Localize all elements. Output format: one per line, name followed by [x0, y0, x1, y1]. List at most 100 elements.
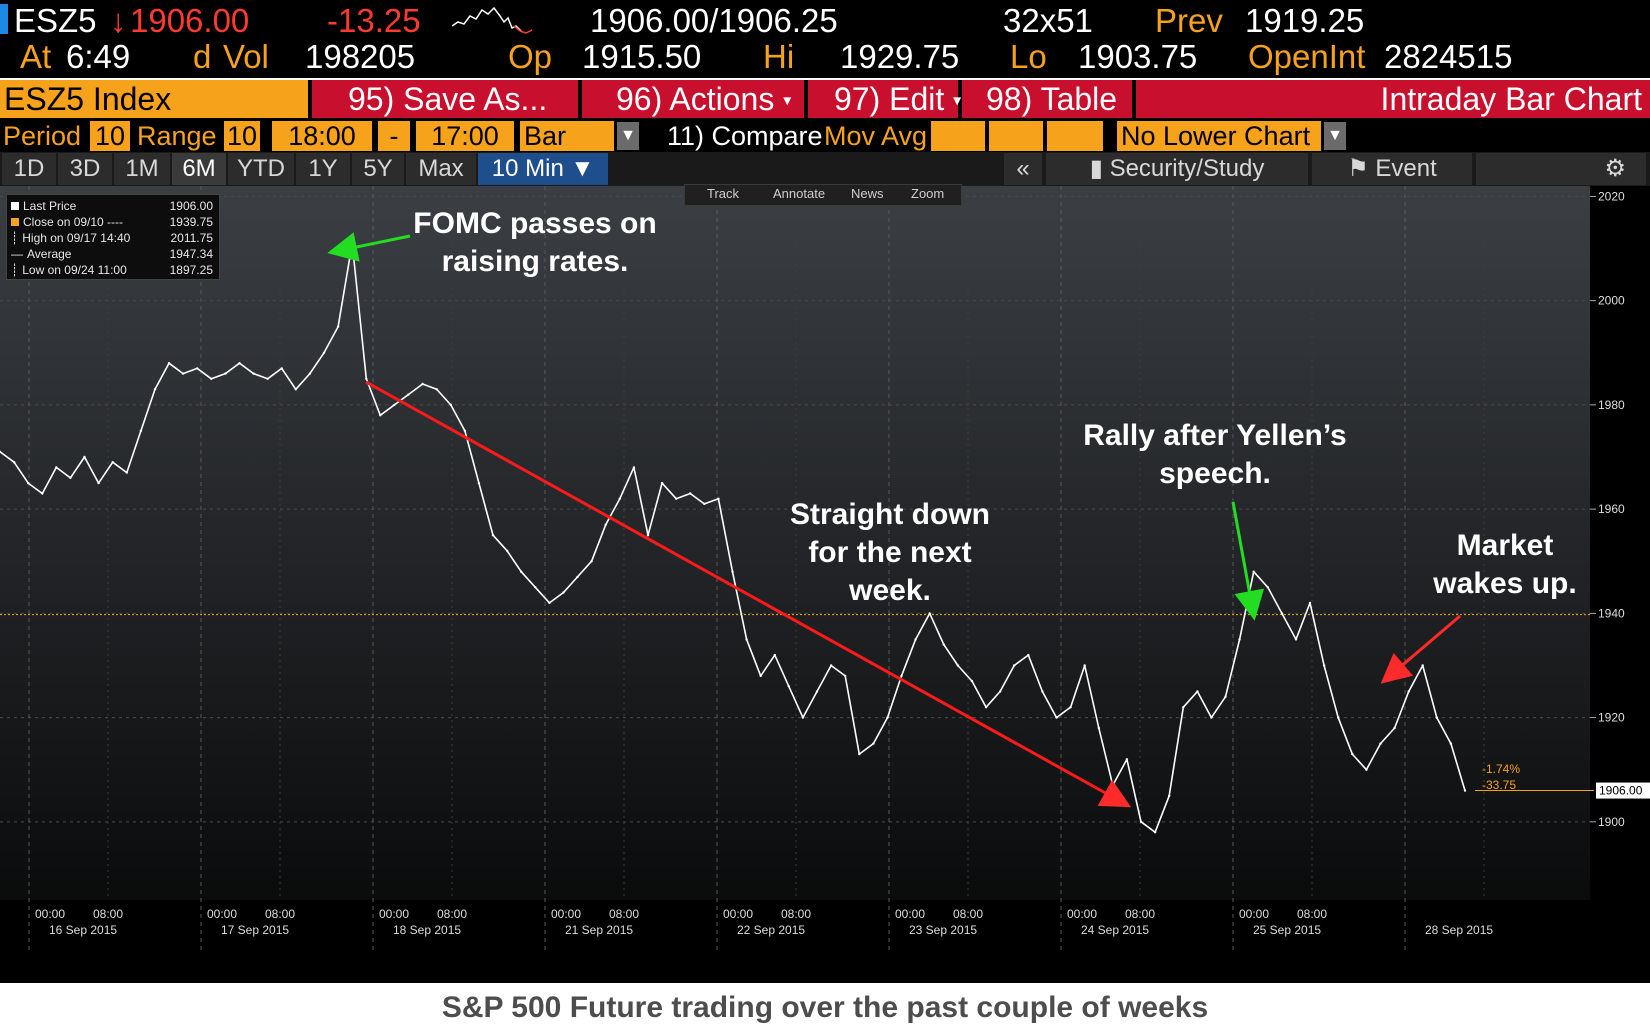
prev-label: Prev [1155, 2, 1223, 39]
mov-avg-field-3[interactable] [1047, 121, 1103, 151]
x-time-label: 00:00 [895, 907, 925, 921]
x-time-label: 00:00 [35, 907, 65, 921]
tab-1d[interactable]: 1D [2, 153, 56, 185]
openint-label: OpenInt [1248, 38, 1366, 75]
tab-3d[interactable]: 3D [58, 153, 112, 185]
price-point [801, 716, 805, 719]
flag-icon: ⚑ [1347, 155, 1369, 182]
news-button[interactable]: News [851, 186, 884, 201]
op-label: Op [508, 38, 553, 75]
y-axis-panel [1590, 186, 1650, 983]
fomc-line-2: raising rates. [441, 245, 629, 278]
price-point [970, 679, 974, 683]
chevron-down-icon[interactable]: ▼ [1324, 122, 1346, 150]
price-point [0, 450, 2, 453]
x-time-label: 08:00 [953, 907, 983, 921]
price-point [97, 481, 100, 485]
collapse-button[interactable]: « [1004, 153, 1042, 185]
price-point [125, 471, 128, 474]
y-tick-label: 2020 [1598, 189, 1625, 203]
price-point [1463, 789, 1467, 792]
y-tick-label: 1980 [1598, 398, 1625, 412]
at-label: At [20, 38, 52, 75]
chart-background [0, 186, 1650, 983]
chart-type-select[interactable]: Bar [520, 121, 614, 151]
event-label: Event [1375, 155, 1437, 182]
sparkline-icon [452, 6, 532, 34]
price-point [858, 752, 861, 756]
compare-button[interactable]: 11) Compare [667, 121, 823, 151]
track-button[interactable]: Track [707, 186, 740, 201]
vol-value: 198205 [305, 38, 416, 75]
settings-button[interactable]: ⚙ [1476, 153, 1646, 185]
range-field[interactable]: 10 [224, 121, 260, 151]
price-point [1294, 638, 1298, 641]
x-date-label: 24 Sep 2015 [1081, 923, 1149, 937]
edit-button[interactable]: 97) Edit ▾ [808, 80, 961, 118]
interval-select[interactable]: 10 Min ▼ [478, 153, 608, 185]
tab-1y[interactable]: 1Y [296, 153, 350, 185]
down-line-3: week. [849, 574, 931, 607]
annotate-button[interactable]: Annotate [773, 186, 826, 201]
price-point [787, 685, 790, 688]
tab-5y[interactable]: 5Y [352, 153, 404, 185]
price-point [477, 481, 481, 485]
grid [0, 186, 1590, 950]
rally-line-1: Rally after Yellen’s [1083, 419, 1347, 452]
table-button[interactable]: 98) Table [962, 80, 1132, 118]
price-point [463, 429, 467, 433]
price-point [252, 372, 255, 375]
x-time-label: 08:00 [1125, 907, 1155, 921]
price-point [1153, 831, 1157, 834]
vol-label: Vol [223, 38, 269, 75]
mov-avg-label[interactable]: Mov Avg [824, 121, 928, 151]
lower-chart-select[interactable]: No Lower Chart [1117, 121, 1321, 151]
price-point [1182, 706, 1185, 709]
low-marker-icon: ┊ [11, 263, 19, 277]
mov-avg-field-1[interactable] [931, 121, 985, 151]
start-time-field[interactable]: 18:00 [272, 121, 372, 151]
security-field[interactable]: ESZ5 Index [0, 80, 308, 118]
tab-ytd[interactable]: YTD [228, 153, 294, 185]
end-time-field[interactable]: 17:00 [416, 121, 514, 151]
x-axis: 00:00 08:00 16 Sep 2015 00:00 08:00 17 Sep 20… [35, 907, 1493, 937]
price-point [632, 466, 636, 469]
price-point [562, 591, 565, 594]
price-point [1280, 612, 1284, 615]
price-point [942, 643, 945, 646]
mov-avg-field-2[interactable] [989, 121, 1043, 151]
zoom-button[interactable]: Zoom [911, 186, 945, 201]
d-label: d [193, 38, 212, 75]
tab-1m[interactable]: 1M [114, 153, 170, 185]
price-point [365, 377, 368, 380]
price-point [534, 586, 537, 589]
openint-value: 2824515 [1384, 38, 1513, 75]
chevron-down-icon[interactable]: ▼ [617, 122, 639, 150]
tab-max[interactable]: Max [406, 153, 476, 185]
tab-6m[interactable]: 6M [172, 153, 226, 185]
price-point [167, 362, 171, 365]
event-button[interactable]: ⚑ Event [1312, 153, 1472, 185]
security-study-button[interactable]: ▮ Security/Study [1046, 153, 1308, 185]
rally-arrow [1231, 501, 1265, 621]
price-point [1224, 695, 1227, 698]
price-point [1238, 638, 1241, 641]
price-point [196, 367, 199, 370]
price-point [1168, 794, 1171, 797]
last-price-tag: 1906.00 [1599, 784, 1643, 798]
period-field[interactable]: 10 [90, 121, 130, 151]
pts-change-tag: -33.75 [1482, 778, 1516, 792]
price-point [69, 476, 72, 480]
price-point [675, 497, 678, 500]
price-chart[interactable]: 1900 1920 1940 1960 1980 2000 2020 00:00 08:00 1… [0, 186, 1650, 983]
actions-button[interactable]: 96) Actions ▾ [582, 80, 804, 118]
price-point [407, 393, 410, 396]
price-point [1407, 690, 1410, 693]
actions-label: 96) Actions [616, 81, 775, 117]
price-point [1351, 752, 1354, 756]
price-point [1393, 726, 1396, 730]
price-point [1069, 706, 1072, 709]
x-time-label: 08:00 [609, 907, 639, 921]
x-time-label: 00:00 [551, 907, 581, 921]
save-as-button[interactable]: 95) Save As... [312, 80, 578, 118]
